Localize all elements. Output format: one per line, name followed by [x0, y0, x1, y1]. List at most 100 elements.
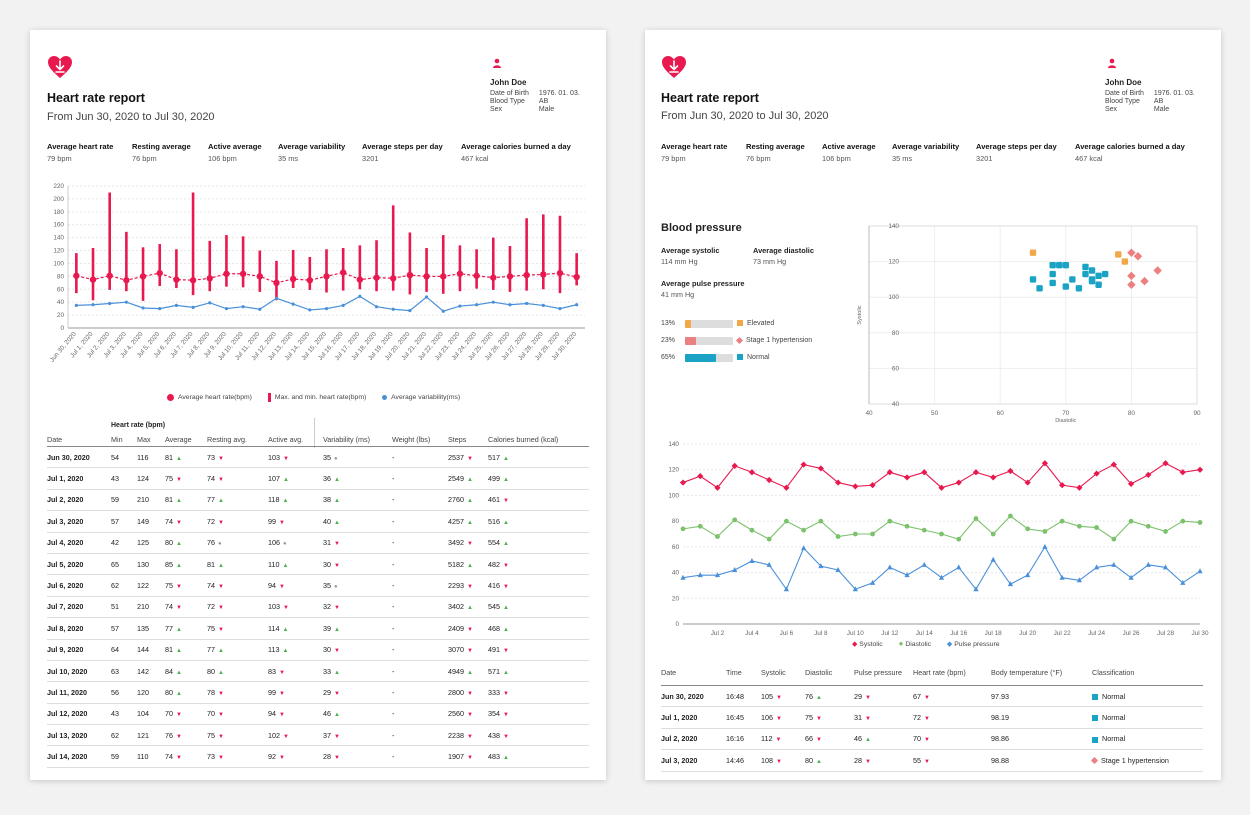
trend-up-icon: ▲ — [334, 519, 340, 526]
cell-value: 80 — [165, 687, 173, 697]
trend-down-icon: ▼ — [334, 648, 340, 655]
cell-value: 4949 — [448, 666, 464, 676]
table-cell: 62 — [111, 724, 137, 747]
cell-value: 110 — [137, 752, 149, 762]
table-cell: 70 ▼ — [913, 728, 991, 751]
trend-down-icon: ▼ — [503, 690, 509, 697]
date-cell: Jul 12, 2020 — [47, 703, 111, 726]
variability-point — [274, 296, 279, 300]
column-header: Classification — [1092, 668, 1135, 677]
series-point — [818, 518, 824, 524]
y-tick-label: 0 — [675, 621, 679, 628]
date-cell: Jul 2, 2020 — [47, 489, 111, 512]
series-point — [783, 586, 789, 592]
series-point — [887, 518, 893, 524]
cell-value: 135 — [137, 623, 149, 633]
cell-value: 438 — [488, 730, 500, 740]
column-header: Date — [661, 668, 677, 677]
summary-average-steps: Average steps per day 3201 — [362, 142, 443, 163]
dob-value: 1976. 01. 03. — [1153, 90, 1195, 97]
bp-class-percent: 65% — [661, 354, 676, 361]
series-point — [1076, 577, 1082, 583]
y-tick-label: 20 — [57, 312, 65, 319]
trend-neutral-icon: ● — [218, 541, 222, 548]
scatter-point — [1082, 270, 1089, 278]
cell-value: 30 — [323, 559, 331, 569]
table-cell: 54 — [111, 446, 137, 469]
column-header: Average — [165, 435, 192, 444]
series-point — [1145, 561, 1151, 567]
trend-down-icon: ▼ — [503, 733, 509, 740]
series-point — [818, 563, 824, 569]
trend-up-icon: ▲ — [467, 498, 473, 505]
x-tick-label: Jul 10 — [847, 630, 864, 637]
table-cell: - — [392, 617, 448, 640]
table-cell: 4257 ▲ — [448, 510, 488, 533]
column-header: Min — [111, 435, 123, 444]
cell-value: 84 — [165, 666, 173, 676]
stat-value: 3201 — [976, 154, 993, 163]
trend-up-icon: ▲ — [334, 626, 340, 633]
scatter-point — [1049, 261, 1056, 269]
classification-cell: Normal — [1092, 685, 1203, 708]
series-point — [904, 572, 910, 578]
date-cell: Jul 9, 2020 — [47, 639, 111, 661]
series-point — [904, 523, 910, 529]
summary-average-heart-rate: Average heart rate 79 bpm — [47, 142, 113, 163]
table-cell: 70 ▼ — [165, 703, 207, 726]
series-point — [903, 474, 911, 481]
series-point — [1059, 518, 1065, 524]
column-header: Weight (lbs) — [392, 435, 431, 444]
summary-average-steps: Average steps per day 3201 — [976, 142, 1057, 163]
average-point — [390, 275, 397, 282]
scatter-point — [1095, 281, 1102, 288]
table-cell: 73 ▼ — [207, 446, 268, 469]
cell-value: 76 — [207, 538, 215, 548]
cell-value: 32 — [323, 602, 331, 612]
y-tick-label: 100 — [668, 492, 679, 499]
summary-active-average: Active average 106 bpm — [822, 142, 876, 163]
y-tick-label: 140 — [53, 235, 64, 242]
table-cell: 43 — [111, 703, 137, 726]
table-cell: 75 ▼ — [165, 467, 207, 490]
cell-value: 76 — [165, 730, 173, 740]
series-point — [766, 476, 773, 484]
trend-down-icon: ▼ — [279, 755, 285, 762]
series-point — [939, 531, 944, 537]
cell-value: 106 — [268, 538, 280, 548]
trend-up-icon: ▲ — [282, 562, 289, 569]
legend-bar-icon — [267, 393, 271, 402]
table-cell: 3402 ▲ — [448, 596, 488, 619]
table-cell: - — [392, 660, 448, 683]
classification-cell: Normal — [1092, 706, 1203, 729]
x-tick-label: 60 — [997, 410, 1005, 417]
trend-down-icon: ▼ — [467, 541, 473, 548]
table-cell: 416 ▼ — [488, 574, 589, 597]
cell-value: 81 — [165, 495, 173, 505]
trend-down-icon: ▼ — [816, 716, 822, 723]
table-cell: - — [392, 681, 448, 704]
patient-fields: Date of Birth 1976. 01. 03. Blood Type AB … — [490, 90, 590, 114]
table-cell: 499 ▲ — [488, 467, 589, 490]
cell-value: 3070 — [448, 645, 464, 655]
bp-class-name: Normal — [747, 354, 770, 361]
cell-value: 113 — [268, 645, 280, 655]
table-cell: 102 ▼ — [268, 724, 323, 747]
stat-value: 467 kcal — [461, 154, 489, 163]
trend-down-icon: ▼ — [503, 584, 509, 591]
trend-down-icon: ▼ — [924, 694, 930, 701]
legend-item-systolic: ◆ Systolic — [852, 641, 883, 648]
table-cell: 75 ▼ — [207, 724, 268, 747]
table-row: Jul 5, 2020 65 130 85 ▲ 81 ▲ 110 ▲ 30 ▼ -5182 ▲ 482 ▼ — [47, 553, 589, 576]
stat-label: Average steps per day — [976, 142, 1057, 151]
cell-value: 76 — [805, 691, 813, 701]
table-row: Jul 7, 2020 51 210 74 ▼ 72 ▼ 103 ▼ 32 ▼ -3402 ▲ 545 ▲ — [47, 596, 589, 619]
cell-value: 416 — [488, 581, 500, 591]
table-row: Jul 13, 2020 62 121 76 ▼ 75 ▼ 102 ▼ 37 ▼ -2238 ▼ 438 ▼ — [47, 724, 589, 747]
variability-point — [241, 305, 245, 309]
trend-down-icon: ▼ — [176, 712, 182, 719]
cell-value: 70 — [913, 734, 921, 744]
bp-line-legend: ◆ Systolic ● Diastolic ◆ Pulse pressure — [852, 639, 1014, 648]
table-cell: - — [392, 532, 448, 554]
